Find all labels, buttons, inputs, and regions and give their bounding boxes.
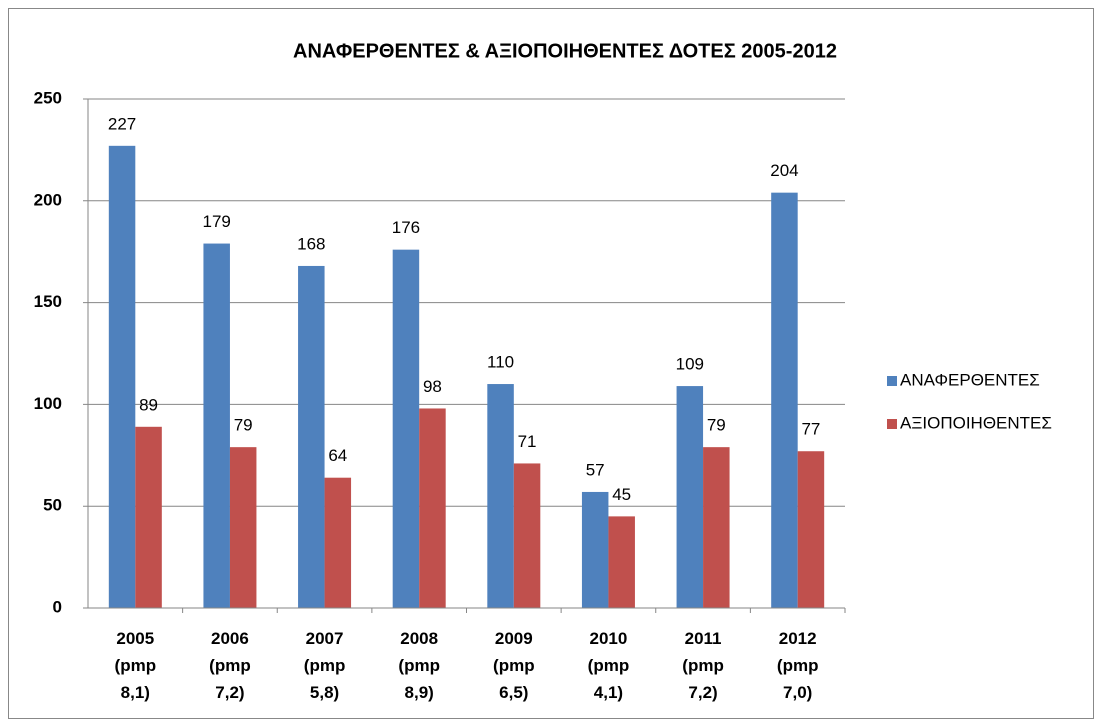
y-tick-label: 50 <box>43 496 62 515</box>
y-tick-label: 100 <box>34 394 62 413</box>
data-label: 179 <box>203 212 231 231</box>
data-label: 109 <box>676 355 704 374</box>
data-label: 77 <box>801 420 820 439</box>
y-tick-label: 0 <box>53 597 62 616</box>
x-tick-line: 7,2) <box>215 683 244 702</box>
x-tick-line: 2005 <box>116 629 154 648</box>
bar <box>487 384 514 608</box>
bar <box>298 265 325 608</box>
bar <box>676 386 704 608</box>
x-tick-label: 2012 (pmp 7,0) <box>777 629 819 702</box>
bar <box>419 408 446 608</box>
data-label: 168 <box>297 234 325 253</box>
data-label: 79 <box>707 416 726 435</box>
y-tick-label: 150 <box>34 292 62 311</box>
x-tick-line: (pmp <box>493 656 535 675</box>
x-tick-line: 2010 <box>590 629 628 648</box>
data-label: 45 <box>612 485 631 504</box>
data-label: 227 <box>108 114 136 133</box>
bar <box>608 516 635 608</box>
bar <box>108 145 136 608</box>
data-label: 79 <box>234 416 253 435</box>
bar <box>797 451 825 608</box>
y-tick-label: 200 <box>34 190 62 209</box>
data-label: 204 <box>770 161 798 180</box>
data-label: 176 <box>392 218 420 237</box>
x-tick-line: 4,1) <box>594 683 623 702</box>
bar <box>229 447 257 608</box>
chart-border <box>8 8 1094 719</box>
x-tick-line: (pmp <box>209 656 251 675</box>
data-label: 89 <box>139 395 158 414</box>
x-tick-line: 2012 <box>779 629 817 648</box>
x-tick-label: 2007 (pmp 5,8) <box>304 629 346 702</box>
x-tick-label: 2005 (pmp 8,1) <box>115 629 157 702</box>
x-tick-line: 6,5) <box>499 683 528 702</box>
bar <box>135 426 162 608</box>
data-label: 110 <box>487 353 514 372</box>
bar <box>513 463 541 608</box>
data-label: 71 <box>518 432 537 451</box>
legend-label: ΑΝΑΦΕΡΘΕΝΤΕΣ <box>900 370 1040 389</box>
bar <box>392 249 420 608</box>
legend-swatch <box>887 419 897 429</box>
x-tick-line: 2009 <box>495 629 533 648</box>
x-tick-line: 8,9) <box>405 683 434 702</box>
x-tick-line: 2008 <box>400 629 438 648</box>
x-tick-label: 2011 (pmp 7,2) <box>682 629 724 702</box>
legend-label: ΑΞΙΟΠΟΙΗΘΕΝΤΕΣ <box>900 413 1052 432</box>
legend-swatch <box>887 376 897 386</box>
bar <box>581 491 609 608</box>
bar <box>203 243 230 608</box>
x-tick-label: 2006 (pmp 7,2) <box>209 629 251 702</box>
x-tick-line: (pmp <box>398 656 440 675</box>
x-tick-line: 7,2) <box>688 683 717 702</box>
x-tick-line: (pmp <box>777 656 819 675</box>
bar <box>771 192 798 608</box>
chart-title: ΑΝΑΦΕΡΘΕΝΤΕΣ & ΑΞΙΟΠΟΙΗΘΕΝΤΕΣ ΔΟΤΕΣ 2005… <box>293 40 837 62</box>
y-tick-label: 250 <box>34 88 62 107</box>
x-tick-line: (pmp <box>115 656 157 675</box>
x-tick-line: (pmp <box>304 656 346 675</box>
bar <box>324 477 352 608</box>
x-tick-line: 7,0) <box>783 683 812 702</box>
x-tick-line: 2007 <box>306 629 344 648</box>
bar <box>703 447 730 608</box>
x-tick-line: 5,8) <box>310 683 339 702</box>
x-tick-label: 2010 (pmp 4,1) <box>588 629 630 702</box>
data-label: 57 <box>586 460 605 479</box>
x-tick-label: 2008 (pmp 8,9) <box>398 629 440 702</box>
x-tick-label: 2009 (pmp 6,5) <box>493 629 535 702</box>
x-tick-line: 8,1) <box>121 683 150 702</box>
x-tick-line: 2006 <box>211 629 249 648</box>
x-tick-line: (pmp <box>682 656 724 675</box>
x-tick-line: (pmp <box>588 656 630 675</box>
data-label: 64 <box>328 446 347 465</box>
data-label: 98 <box>423 377 442 396</box>
x-tick-line: 2011 <box>685 629 722 648</box>
